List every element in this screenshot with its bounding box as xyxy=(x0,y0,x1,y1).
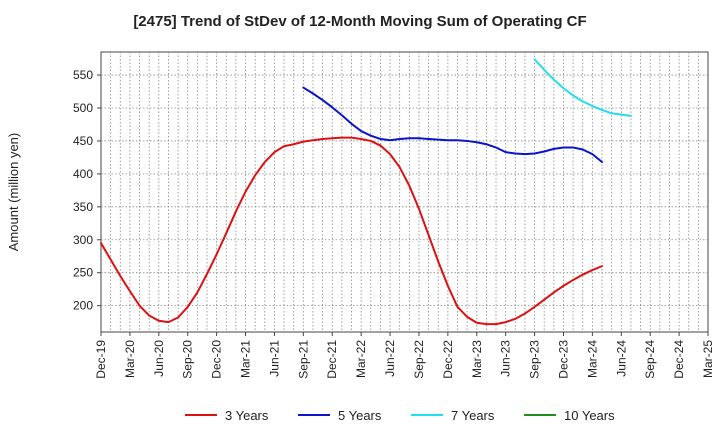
x-tick-label: Mar-21 xyxy=(239,340,253,378)
x-tick-label: Jun-24 xyxy=(614,340,628,377)
y-tick-label: 350 xyxy=(73,200,93,214)
x-tick-label: Dec-19 xyxy=(94,340,108,379)
x-tick-label: Sep-21 xyxy=(296,340,310,379)
legend-label: 5 Years xyxy=(338,408,382,423)
y-tick-label: 400 xyxy=(73,167,93,181)
y-tick-label: 550 xyxy=(73,68,93,82)
x-tick-label: Sep-24 xyxy=(643,340,657,379)
legend: 3 Years 5 Years 7 Years 10 Years xyxy=(185,408,615,423)
x-tick-label: Jun-21 xyxy=(267,340,281,377)
x-tick-label: Sep-23 xyxy=(528,340,542,379)
x-tick-label: Dec-24 xyxy=(672,340,686,379)
y-axis: 200 250 300 350 400 450 500 550 xyxy=(73,68,101,313)
x-tick-label: Sep-20 xyxy=(181,340,195,379)
x-tick-label: Dec-22 xyxy=(441,340,455,379)
series-layer xyxy=(100,58,632,326)
y-tick-label: 300 xyxy=(73,233,93,247)
gridlines xyxy=(101,52,708,332)
x-tick-label: Jun-22 xyxy=(383,340,397,377)
x-tick-label: Dec-21 xyxy=(325,340,339,379)
x-axis: Dec-19 Mar-20 Jun-20 Sep-20 Dec-20 Mar-21 Jun-… xyxy=(94,332,715,379)
y-tick-label: 450 xyxy=(73,134,93,148)
legend-label: 7 Years xyxy=(451,408,495,423)
x-tick-label: Dec-23 xyxy=(556,340,570,379)
x-tick-label: Mar-24 xyxy=(585,340,599,378)
x-tick-label: Jun-20 xyxy=(152,340,166,377)
legend-label: 3 Years xyxy=(225,408,269,423)
x-tick-label: Mar-20 xyxy=(123,340,137,378)
y-tick-label: 250 xyxy=(73,266,93,280)
y-axis-label: Amount (million yen) xyxy=(6,133,21,252)
x-tick-label: Dec-20 xyxy=(210,340,224,379)
series-line-3-years xyxy=(100,136,604,326)
x-tick-label: Mar-22 xyxy=(354,340,368,378)
x-tick-label: Mar-23 xyxy=(470,340,484,378)
x-tick-label: Jun-23 xyxy=(499,340,513,377)
legend-label: 10 Years xyxy=(564,408,615,423)
chart-title: [2475] Trend of StDev of 12-Month Moving… xyxy=(133,13,587,30)
y-tick-label: 500 xyxy=(73,101,93,115)
series-line-7-years xyxy=(533,58,632,117)
y-tick-label: 200 xyxy=(73,299,93,313)
x-tick-label: Sep-22 xyxy=(412,340,426,379)
plot-area xyxy=(100,51,709,333)
series-line-5-years xyxy=(302,86,604,164)
x-tick-label: Mar-25 xyxy=(701,340,715,378)
